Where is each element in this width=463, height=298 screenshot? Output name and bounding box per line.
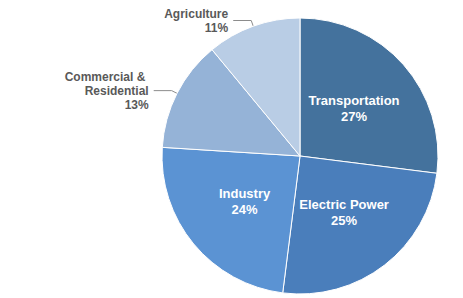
- svg-text:Agriculture: Agriculture: [164, 7, 228, 21]
- svg-text:25%: 25%: [331, 213, 357, 228]
- svg-text:Residential: Residential: [85, 84, 149, 98]
- svg-text:13%: 13%: [125, 98, 149, 112]
- svg-text:Electric Power: Electric Power: [299, 197, 389, 212]
- svg-text:11%: 11%: [205, 21, 229, 35]
- svg-text:Industry: Industry: [219, 186, 271, 201]
- svg-text:Commercial &: Commercial &: [65, 70, 149, 84]
- svg-text:27%: 27%: [341, 109, 367, 124]
- svg-text:24%: 24%: [232, 202, 258, 217]
- svg-text:Transportation: Transportation: [309, 93, 400, 108]
